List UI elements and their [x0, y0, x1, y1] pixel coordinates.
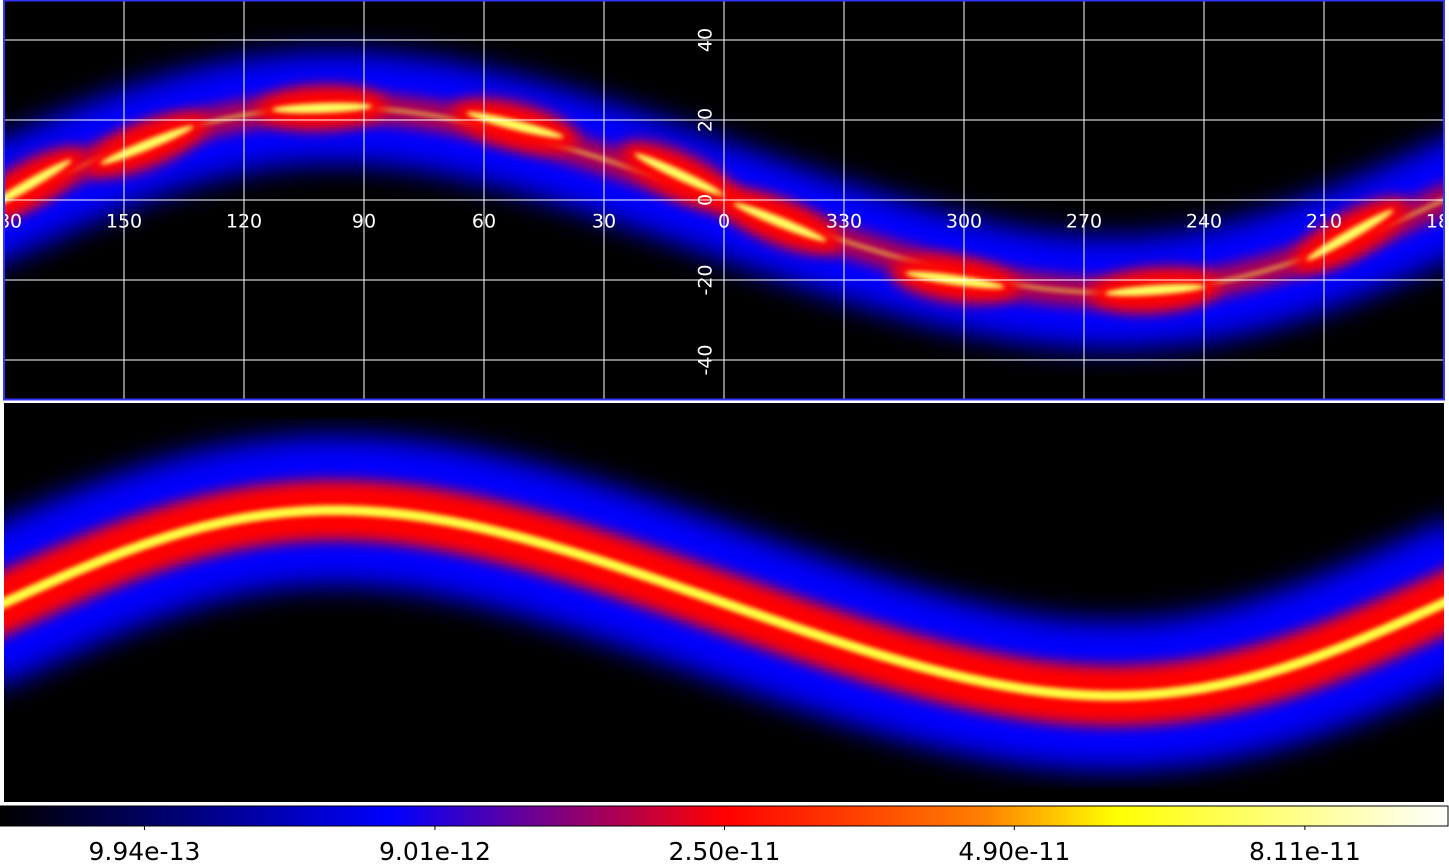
source-core: [733, 202, 827, 242]
lon-label: 180: [1426, 211, 1449, 233]
lon-label: 300: [946, 211, 982, 233]
band-core: [4, 505, 1444, 701]
source-core: [634, 153, 726, 197]
lon-label: 330: [826, 211, 862, 233]
lon-label: 270: [1066, 211, 1102, 233]
lon-label: 60: [472, 211, 496, 233]
colorbar-label: 9.94e-13: [89, 837, 201, 866]
lat-label: -40: [695, 344, 717, 375]
lon-label: 30: [592, 211, 616, 233]
source-core: [466, 111, 564, 139]
lat-label: 0: [695, 194, 717, 206]
colorbar-label: 2.50e-11: [669, 837, 781, 866]
lon-label: 150: [106, 211, 142, 233]
source-core: [1105, 283, 1205, 297]
lon-label: 210: [1306, 211, 1342, 233]
lat-label: 40: [695, 28, 717, 52]
lat-label: 20: [695, 108, 717, 132]
lon-label: 180: [0, 211, 22, 233]
lon-label: 240: [1186, 211, 1222, 233]
colorbar-label: 8.11e-11: [1249, 837, 1361, 866]
colorbar-label: 4.90e-11: [958, 837, 1070, 866]
lon-label: 0: [718, 211, 730, 233]
colorbar-label: 9.01e-12: [379, 837, 491, 866]
lat-label: -20: [695, 264, 717, 295]
source-core: [4, 159, 72, 211]
colorbar: [0, 805, 1449, 827]
source-core: [1306, 209, 1394, 261]
source-core: [272, 102, 372, 114]
top-frame: [3, 0, 1445, 401]
lon-label: 120: [226, 211, 262, 233]
lon-label: 90: [352, 211, 376, 233]
